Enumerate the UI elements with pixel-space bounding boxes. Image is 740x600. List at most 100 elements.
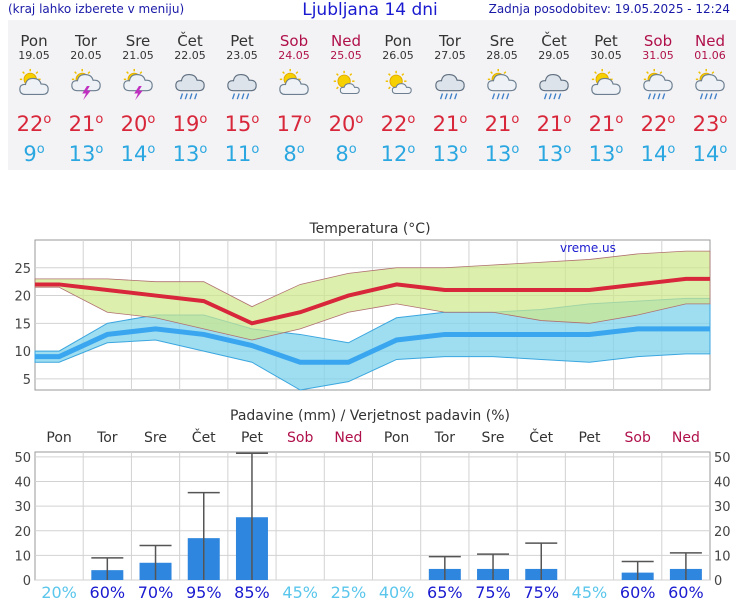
forecast-day: Tor 27.05 21o 13o bbox=[424, 20, 476, 170]
day-name: Čet bbox=[177, 32, 203, 50]
min-temperature: 8o bbox=[335, 142, 357, 166]
precipitation-chart-title: Padavine (mm) / Verjetnost padavin (%) bbox=[230, 408, 510, 424]
max-temperature: 21o bbox=[536, 112, 572, 136]
min-temperature-line bbox=[35, 326, 710, 365]
precipitation-probability: 60% bbox=[668, 583, 704, 600]
max-temperature: 20o bbox=[328, 112, 364, 136]
forecast-day: Čet 22.05 19o 13o bbox=[164, 20, 216, 170]
forecast-day: Pet 23.05 15o 11o bbox=[216, 20, 268, 170]
precipitation-probability: 70% bbox=[138, 583, 174, 600]
precipitation-y-tick-left: 20 bbox=[14, 525, 31, 540]
precipitation-probability: 65% bbox=[427, 583, 463, 600]
max-temperature: 17o bbox=[276, 112, 312, 136]
precipitation-probability: 45% bbox=[572, 583, 608, 600]
precipitation-probability: 95% bbox=[186, 583, 222, 600]
min-temperature: 13o bbox=[432, 142, 468, 166]
temperature-chart-title: Temperatura (°C) bbox=[308, 221, 430, 237]
precipitation-day-label: Ned bbox=[334, 430, 362, 446]
precipitation-y-tick-left: 40 bbox=[14, 476, 31, 491]
min-temperature: 13o bbox=[588, 142, 624, 166]
day-name: Tor bbox=[75, 32, 97, 50]
min-temperature: 11o bbox=[224, 142, 260, 166]
day-name: Pon bbox=[384, 32, 412, 50]
max-temperature: 22o bbox=[16, 112, 52, 136]
max-temperature-line bbox=[35, 276, 710, 326]
precipitation-probability: 45% bbox=[282, 583, 318, 600]
precipitation-probability: 75% bbox=[475, 583, 511, 600]
day-name: Čet bbox=[541, 32, 567, 50]
sun-small-cloud-icon bbox=[385, 70, 412, 95]
precipitation-probability: 40% bbox=[379, 583, 415, 600]
forecast-day: Ned 01.06 23o 14o bbox=[684, 20, 736, 170]
max-temperature: 15o bbox=[224, 112, 260, 136]
day-date: 30.05 bbox=[590, 49, 622, 62]
forecast-day: Sob 31.05 22o 14o bbox=[632, 20, 684, 170]
precipitation-y-tick-right: 40 bbox=[714, 476, 731, 491]
sun-rain-cloud-icon bbox=[695, 68, 725, 100]
temperature-y-tick: 10 bbox=[14, 345, 31, 360]
page-title: Ljubljana 14 dni bbox=[302, 0, 438, 20]
precipitation-day-label: Tor bbox=[96, 430, 118, 446]
precipitation-y-tick-right: 30 bbox=[714, 500, 731, 515]
forecast-day: Sob 24.05 17o 8o bbox=[268, 20, 320, 170]
partly-cloudy-icon bbox=[279, 68, 309, 96]
precipitation-day-label: Pet bbox=[241, 430, 264, 446]
precipitation-day-label: Sre bbox=[482, 430, 505, 446]
min-temperature: 14o bbox=[120, 142, 156, 166]
precipitation-y-tick-right: 50 bbox=[714, 451, 731, 466]
day-name: Pet bbox=[594, 32, 618, 50]
max-temperature: 19o bbox=[172, 112, 208, 136]
precipitation-probability: 85% bbox=[234, 583, 270, 600]
precipitation-y-tick-left: 10 bbox=[14, 549, 31, 564]
page-header: (kraj lahko izberete v meniju) Ljubljana… bbox=[0, 0, 740, 20]
precipitation-probability: 75% bbox=[523, 583, 559, 600]
temperature-y-tick: 5 bbox=[23, 373, 31, 388]
thunderstorm-sun-icon bbox=[71, 68, 101, 101]
forecast-day: Čet 29.05 21o 13o bbox=[528, 20, 580, 170]
rain-cloud-icon bbox=[227, 74, 257, 100]
day-date: 25.05 bbox=[330, 49, 362, 62]
day-date: 22.05 bbox=[174, 49, 206, 62]
min-temperature: 9o bbox=[23, 142, 45, 166]
forecast-day: Sre 28.05 21o 13o bbox=[476, 20, 528, 170]
max-temperature: 21o bbox=[588, 112, 624, 136]
min-temperature: 13o bbox=[536, 142, 572, 166]
max-temperature: 23o bbox=[692, 112, 728, 136]
day-date: 21.05 bbox=[122, 49, 154, 62]
day-date: 27.05 bbox=[434, 49, 466, 62]
min-temperature: 12o bbox=[380, 142, 416, 166]
chart-watermark: vreme.us bbox=[560, 241, 616, 255]
day-date: 19.05 bbox=[18, 49, 50, 62]
day-name: Sre bbox=[125, 32, 151, 50]
precipitation-y-tick-right: 0 bbox=[714, 574, 722, 589]
precipitation-day-label: Tor bbox=[434, 430, 456, 446]
location-hint[interactable]: (kraj lahko izberete v meniju) bbox=[8, 2, 185, 16]
day-date: 24.05 bbox=[278, 49, 310, 62]
day-name: Sob bbox=[643, 32, 673, 50]
forecast-day: Pon 19.05 22o 9o bbox=[8, 20, 60, 170]
precipitation-day-label: Čet bbox=[192, 428, 216, 446]
rain-cloud-icon bbox=[539, 74, 569, 100]
day-name: Pet bbox=[230, 32, 254, 50]
day-date: 20.05 bbox=[70, 49, 102, 62]
max-temperature: 22o bbox=[380, 112, 416, 136]
last-update: Zadnja posodobitev: 19.05.2025 - 12:24 bbox=[488, 2, 730, 16]
precipitation-day-label: Čet bbox=[529, 428, 553, 446]
partly-cloudy-icon bbox=[591, 68, 621, 96]
precipitation-probability: 25% bbox=[331, 583, 367, 600]
max-temperature: 21o bbox=[484, 112, 520, 136]
precipitation-day-label: Sre bbox=[144, 430, 167, 446]
precipitation-probability: 60% bbox=[90, 583, 126, 600]
day-date: 29.05 bbox=[538, 49, 570, 62]
day-date: 28.05 bbox=[486, 49, 518, 62]
day-name: Ned bbox=[695, 32, 725, 50]
partly-cloudy-icon bbox=[19, 68, 49, 96]
max-temperature: 21o bbox=[432, 112, 468, 136]
rain-cloud-icon bbox=[435, 74, 465, 100]
precipitation-day-label: Sob bbox=[287, 430, 313, 446]
precipitation-y-tick-right: 10 bbox=[714, 549, 731, 564]
forecast-day: Pon 26.05 22o 12o bbox=[372, 20, 424, 170]
day-date: 31.05 bbox=[642, 49, 674, 62]
precipitation-probability: 20% bbox=[41, 583, 77, 600]
min-temperature: 13o bbox=[172, 142, 208, 166]
